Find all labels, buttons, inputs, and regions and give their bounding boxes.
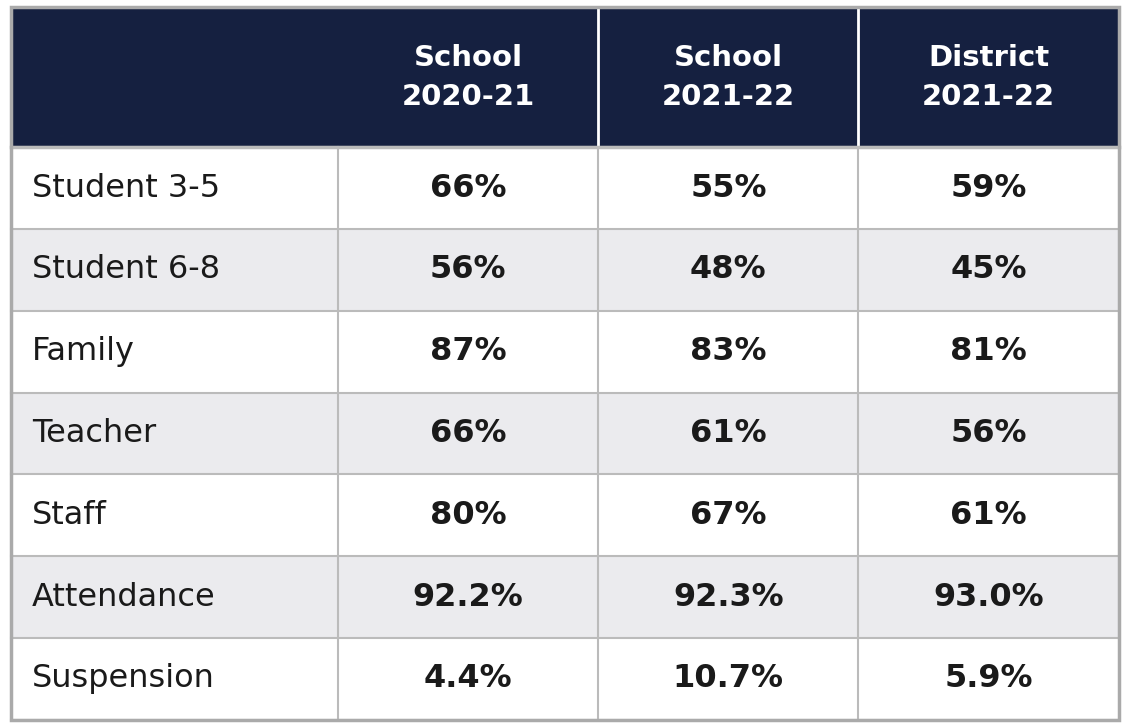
Text: 80%: 80% <box>429 499 506 531</box>
Text: Suspension: Suspension <box>32 663 215 694</box>
Text: 92.2%: 92.2% <box>412 582 523 613</box>
Text: 59%: 59% <box>950 172 1027 204</box>
Text: School
2020-21: School 2020-21 <box>401 44 534 111</box>
Text: 81%: 81% <box>950 336 1027 367</box>
Text: District
2021-22: District 2021-22 <box>922 44 1055 111</box>
Bar <box>11 147 1119 229</box>
Bar <box>11 638 1119 720</box>
Text: 66%: 66% <box>429 172 506 204</box>
Text: Student 3-5: Student 3-5 <box>32 172 219 204</box>
Bar <box>859 7 1119 147</box>
Text: Student 6-8: Student 6-8 <box>32 254 219 286</box>
Text: 83%: 83% <box>690 336 766 367</box>
Text: 10.7%: 10.7% <box>672 663 784 694</box>
Text: 5.9%: 5.9% <box>945 663 1033 694</box>
Bar <box>11 556 1119 638</box>
Text: 48%: 48% <box>690 254 766 286</box>
Text: 4.4%: 4.4% <box>424 663 512 694</box>
Text: Staff: Staff <box>32 499 106 531</box>
Text: 55%: 55% <box>690 172 766 204</box>
Text: Family: Family <box>32 336 134 367</box>
Text: 66%: 66% <box>429 418 506 449</box>
Text: 92.3%: 92.3% <box>673 582 783 613</box>
Text: 67%: 67% <box>690 499 766 531</box>
Text: 45%: 45% <box>950 254 1027 286</box>
Text: 93.0%: 93.0% <box>933 582 1044 613</box>
Text: Attendance: Attendance <box>32 582 216 613</box>
Bar <box>11 7 338 147</box>
Text: School
2021-22: School 2021-22 <box>662 44 794 111</box>
Bar <box>11 310 1119 393</box>
Text: Teacher: Teacher <box>32 418 156 449</box>
Text: 61%: 61% <box>950 499 1027 531</box>
Bar <box>598 7 859 147</box>
Text: 61%: 61% <box>690 418 766 449</box>
Bar <box>11 229 1119 310</box>
Bar <box>338 7 598 147</box>
Text: 56%: 56% <box>429 254 506 286</box>
Text: 87%: 87% <box>429 336 506 367</box>
Text: 56%: 56% <box>950 418 1027 449</box>
Bar <box>11 474 1119 556</box>
Bar <box>11 393 1119 474</box>
